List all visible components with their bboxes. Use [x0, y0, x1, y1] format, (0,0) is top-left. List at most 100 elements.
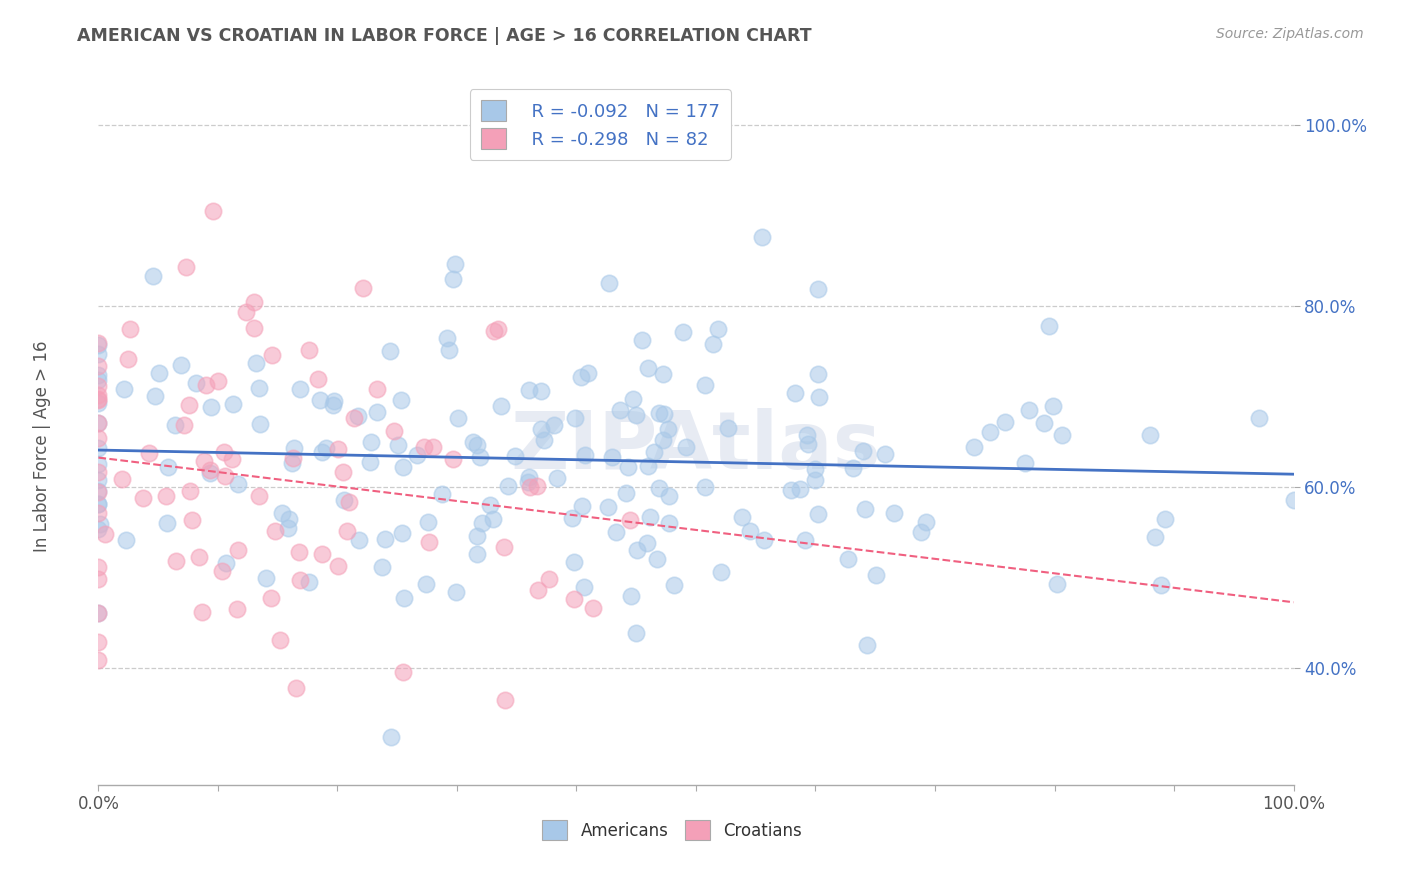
Point	[447, 411, 470, 425]
Point	[1143, 530, 1166, 544]
Point	[779, 483, 801, 498]
Point	[87, 652, 110, 666]
Point	[309, 392, 332, 407]
Point	[87, 522, 110, 536]
Point	[994, 415, 1017, 429]
Point	[546, 471, 568, 485]
Legend: Americans, Croatians: Americans, Croatians	[536, 814, 808, 847]
Point	[389, 392, 412, 407]
Point	[571, 500, 593, 514]
Point	[198, 466, 221, 480]
Point	[807, 367, 830, 381]
Point	[347, 533, 370, 547]
Point	[1282, 493, 1305, 508]
Point	[87, 559, 110, 574]
Point	[94, 527, 117, 541]
Point	[285, 681, 308, 695]
Point	[804, 462, 827, 476]
Point	[360, 434, 382, 449]
Point	[142, 268, 165, 283]
Point	[278, 512, 301, 526]
Point	[87, 393, 110, 408]
Point	[198, 463, 221, 477]
Point	[298, 575, 321, 590]
Point	[87, 396, 110, 410]
Point	[87, 635, 110, 649]
Point	[651, 434, 673, 448]
Point	[672, 325, 695, 339]
Point	[226, 477, 249, 491]
Point	[179, 483, 201, 498]
Point	[87, 465, 110, 479]
Point	[332, 465, 354, 479]
Point	[366, 382, 388, 396]
Point	[484, 325, 506, 339]
Point	[260, 348, 283, 362]
Point	[269, 633, 291, 648]
Point	[87, 387, 110, 401]
Point	[657, 422, 679, 436]
Point	[430, 487, 453, 501]
Point	[87, 606, 110, 620]
Point	[87, 484, 110, 499]
Point	[842, 460, 865, 475]
Point	[148, 366, 170, 380]
Point	[243, 321, 266, 335]
Point	[87, 347, 110, 361]
Point	[337, 494, 360, 508]
Point	[648, 406, 671, 420]
Point	[195, 378, 218, 392]
Point	[675, 440, 697, 454]
Point	[215, 556, 238, 570]
Point	[647, 482, 669, 496]
Point	[582, 601, 605, 615]
Point	[1153, 512, 1175, 526]
Point	[366, 405, 388, 419]
Point	[323, 393, 346, 408]
Point	[436, 331, 458, 345]
Point	[471, 516, 494, 530]
Point	[87, 368, 110, 382]
Point	[576, 366, 599, 380]
Point	[662, 578, 685, 592]
Point	[1046, 577, 1069, 591]
Point	[658, 516, 681, 530]
Point	[793, 533, 815, 548]
Point	[526, 479, 548, 493]
Point	[598, 277, 620, 291]
Point	[789, 483, 811, 497]
Point	[177, 398, 200, 412]
Point	[418, 516, 440, 530]
Point	[533, 433, 555, 447]
Point	[605, 524, 627, 539]
Point	[614, 485, 637, 500]
Point	[979, 425, 1001, 439]
Point	[564, 411, 586, 425]
Point	[503, 450, 526, 464]
Point	[181, 513, 204, 527]
Point	[600, 450, 623, 465]
Point	[221, 451, 243, 466]
Point	[754, 533, 776, 547]
Point	[165, 417, 187, 432]
Point	[624, 626, 647, 640]
Point	[87, 497, 110, 511]
Point	[963, 440, 986, 454]
Point	[731, 509, 754, 524]
Point	[1050, 428, 1073, 442]
Point	[441, 271, 464, 285]
Point	[865, 567, 887, 582]
Point	[254, 570, 277, 584]
Point	[444, 584, 467, 599]
Point	[387, 437, 409, 451]
Point	[193, 454, 215, 468]
Point	[489, 400, 512, 414]
Point	[170, 358, 193, 372]
Point	[807, 507, 830, 521]
Point	[537, 128, 560, 142]
Point	[343, 411, 366, 425]
Point	[260, 591, 283, 605]
Point	[543, 417, 565, 432]
Point	[562, 556, 585, 570]
Point	[87, 457, 110, 471]
